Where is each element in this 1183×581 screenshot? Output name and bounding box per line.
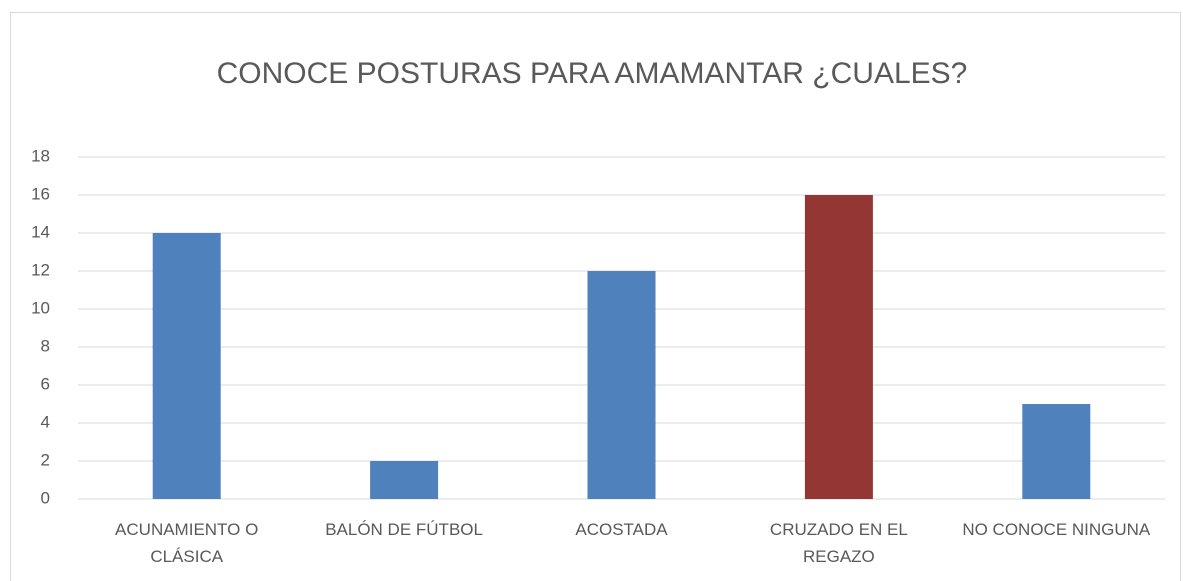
x-tick-label: CRUZADO EN EL REGAZO	[769, 520, 908, 566]
y-tick-label: 4	[41, 412, 50, 431]
chart-border	[10, 12, 1181, 581]
bar	[152, 233, 221, 499]
y-tick-label: 12	[31, 260, 50, 279]
y-tick-label: 8	[41, 336, 50, 355]
bar	[587, 271, 656, 499]
x-tick-label: ACUNAMIENTO O CLÁSICA	[115, 520, 259, 566]
chart-title: CONOCE POSTURAS PARA AMAMANTAR ¿CUALES?	[217, 57, 968, 90]
y-tick-label: 6	[41, 374, 50, 393]
x-tick-label: BALÓN DE FÚTBOL	[325, 520, 483, 539]
y-tick-label: 18	[31, 146, 50, 165]
y-tick-label: 0	[41, 488, 50, 507]
y-tick-label: 10	[31, 298, 50, 317]
y-tick-label: 16	[31, 184, 50, 203]
bar	[370, 461, 439, 499]
x-tick-label: ACOSTADA	[575, 520, 668, 539]
y-tick-label: 14	[31, 222, 50, 241]
y-tick-label: 2	[41, 450, 50, 469]
bar	[1022, 404, 1091, 499]
bar	[804, 195, 873, 499]
x-tick-label: NO CONOCE NINGUNA	[962, 520, 1151, 539]
